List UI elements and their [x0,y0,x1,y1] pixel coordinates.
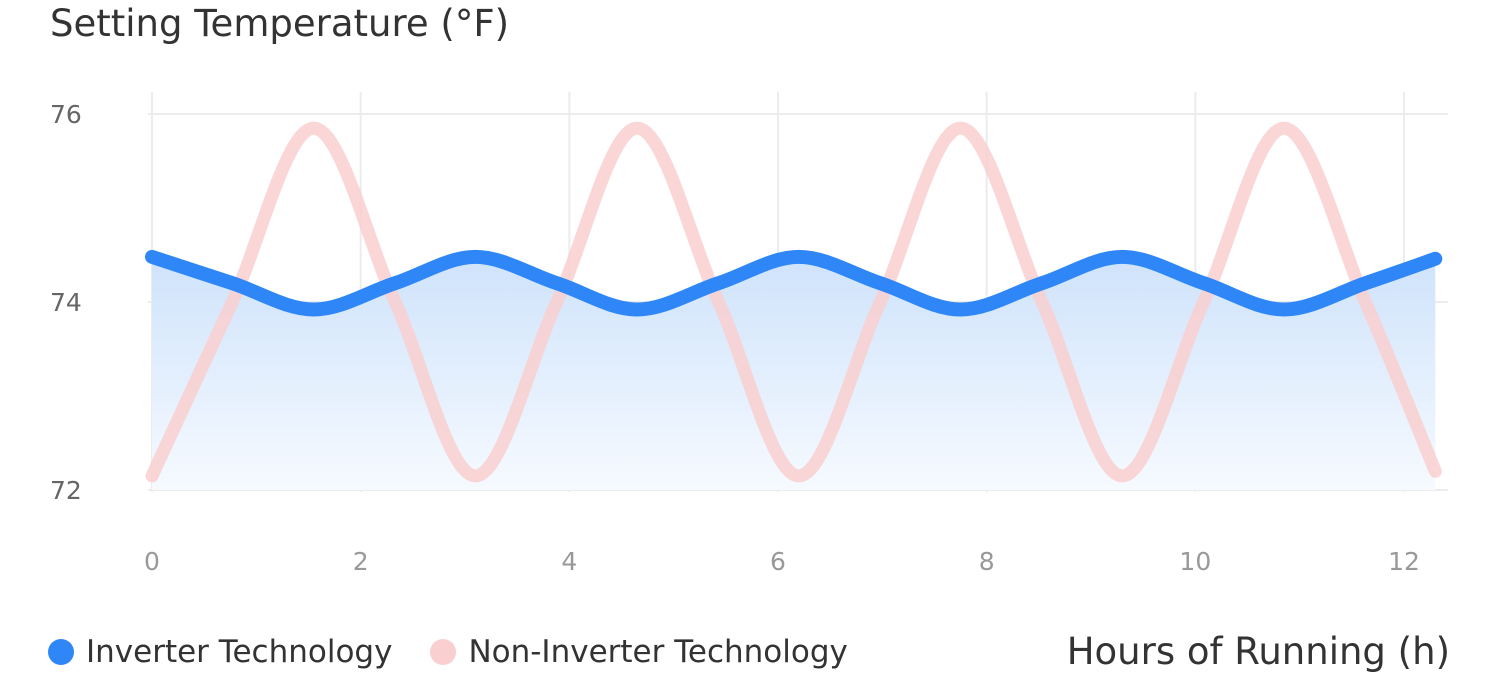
y-axis: 72 74 76 [50,100,82,505]
legend: Inverter Technology Non-Inverter Technol… [48,634,886,670]
x-tick-label: 8 [979,547,995,576]
legend-item-non-inverter[interactable]: Non-Inverter Technology [430,634,848,670]
legend-dot-inverter [48,639,74,665]
area-fill-layer [152,256,1436,490]
x-tick-label: 4 [561,547,577,576]
y-tick-label: 74 [50,288,82,317]
x-tick-label: 6 [770,547,786,576]
y-tick-label: 72 [50,476,82,505]
series-line-non-inverter-technology [145,121,1442,483]
legend-dot-non-inverter [430,639,457,665]
series-line-inverter-technology [145,249,1443,317]
legend-label-inverter: Inverter Technology [86,634,393,670]
x-tick-label: 0 [144,547,160,576]
series-area-inverter-technology [152,256,1436,490]
x-tick-label: 2 [353,547,369,576]
series-layer [145,121,1443,483]
x-tick-label: 10 [1179,547,1211,576]
legend-item-inverter[interactable]: Inverter Technology [48,634,392,670]
legend-label-non-inverter: Non-Inverter Technology [468,634,848,670]
y-tick-label: 76 [50,100,82,129]
x-axis-title: Hours of Running (h) [1066,630,1450,673]
line-chart: 72 74 76 0 2 4 6 8 10 12 [50,92,1448,576]
chart-title: Setting Temperature (°F) [50,2,510,45]
x-tick-label: 12 [1388,547,1420,576]
x-axis: 0 2 4 6 8 10 12 [144,547,1420,576]
